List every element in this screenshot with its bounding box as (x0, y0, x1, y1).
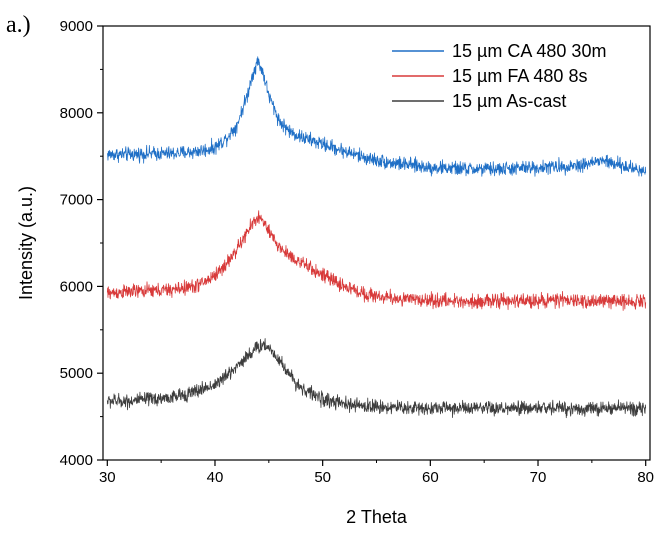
x-tick-label: 80 (637, 469, 654, 486)
panel-label: a.) (6, 12, 31, 38)
y-axis-title: Intensity (a.u.) (16, 186, 36, 300)
series-line (106, 338, 647, 419)
x-tick-label: 30 (99, 469, 116, 486)
x-tick-label: 40 (207, 469, 224, 486)
series-line (106, 210, 647, 311)
x-axis-title: 2 Theta (346, 507, 408, 527)
y-tick-label: 9000 (60, 18, 93, 35)
y-tick-label: 6000 (60, 278, 93, 295)
x-tick-label: 60 (422, 469, 439, 486)
legend-label: 15 µm As-cast (452, 91, 566, 111)
y-tick-label: 5000 (60, 365, 93, 382)
legend-label: 15 µm CA 480 30m (452, 41, 606, 61)
y-tick-label: 8000 (60, 105, 93, 122)
x-tick-label: 70 (530, 469, 547, 486)
legend-label: 15 µm FA 480 8s (452, 66, 587, 86)
x-tick-label: 50 (314, 469, 331, 486)
y-tick-label: 7000 (60, 192, 93, 209)
y-tick-label: 4000 (60, 452, 93, 469)
series-line (106, 56, 647, 177)
